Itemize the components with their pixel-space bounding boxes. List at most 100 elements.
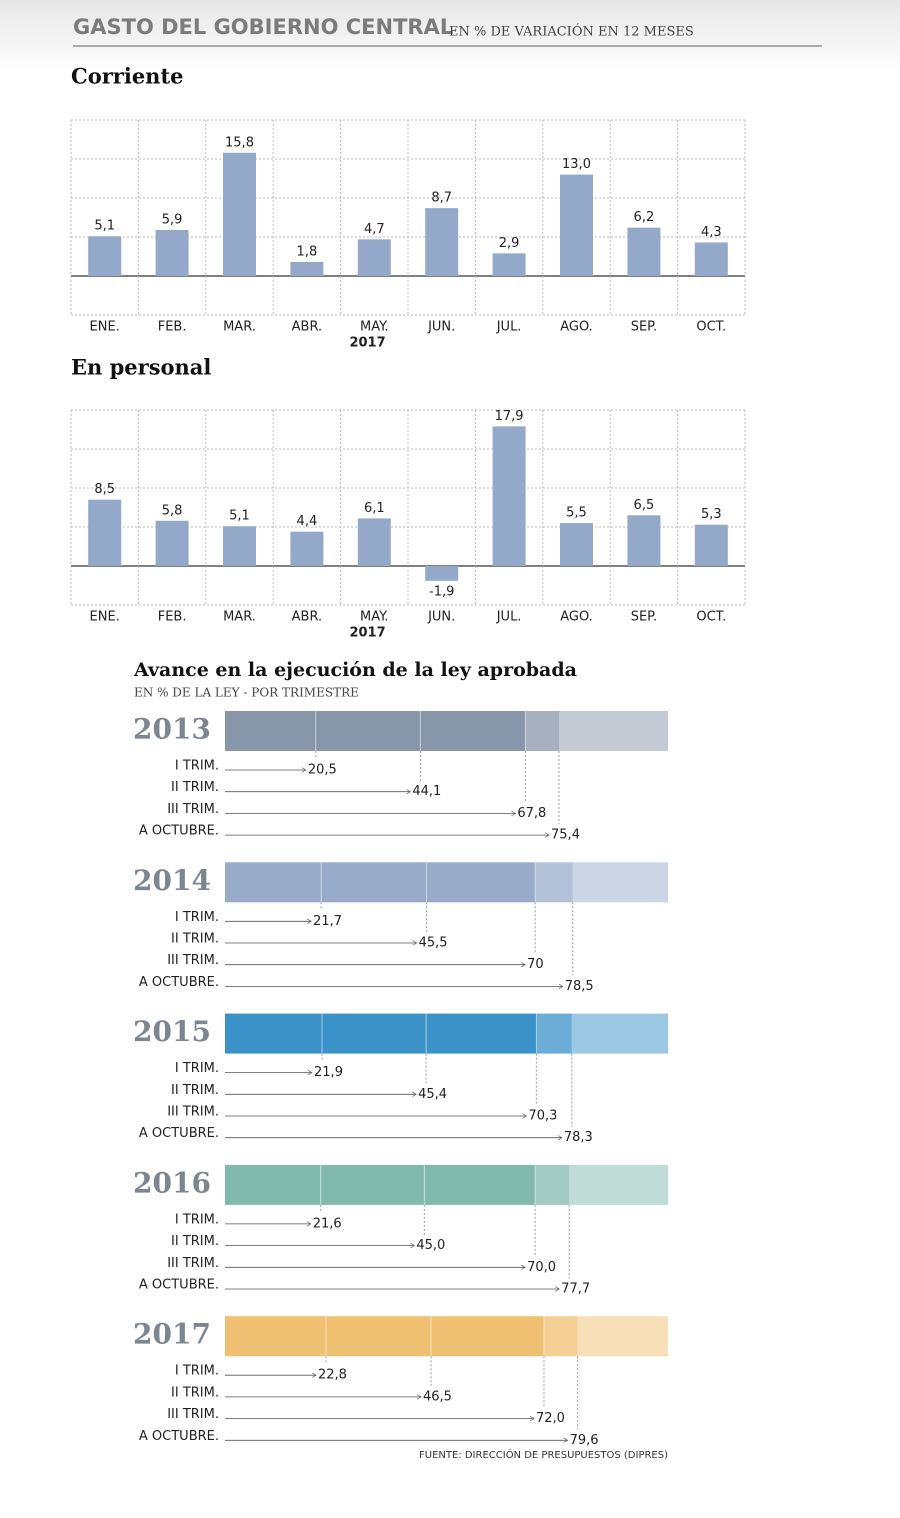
x-tick-label: SEP. xyxy=(631,320,657,335)
value-label: 2,9 xyxy=(499,236,520,251)
bar-remainder xyxy=(559,711,668,751)
bar-segment xyxy=(536,1013,572,1054)
value-label: 17,9 xyxy=(495,409,524,424)
value-label: 4,7 xyxy=(364,222,385,237)
x-axis-label: 2017 xyxy=(349,336,385,351)
value-label: 78,5 xyxy=(565,979,594,994)
value-label: 70,0 xyxy=(527,1260,556,1275)
row-label: I TRIM. xyxy=(175,1061,219,1076)
bar-remainder xyxy=(577,1316,668,1357)
row-label: A OCTUBRE. xyxy=(139,824,219,839)
x-tick-label: JUL. xyxy=(496,320,522,335)
bar xyxy=(694,524,728,566)
row-label: III TRIM. xyxy=(167,802,219,817)
value-label: 15,8 xyxy=(225,135,254,150)
bar-segment xyxy=(225,1316,327,1357)
x-tick-label: ENE. xyxy=(90,610,120,625)
x-tick-label: AGO. xyxy=(560,610,593,625)
bar-segment xyxy=(535,862,573,903)
chart-title: En personal xyxy=(71,355,211,380)
value-label: 1,8 xyxy=(297,244,318,259)
bar-segment xyxy=(426,1013,537,1054)
bar-remainder xyxy=(569,1164,668,1205)
value-label: 4,4 xyxy=(297,514,318,529)
value-label: 45,5 xyxy=(419,936,448,951)
x-axis-label: 2017 xyxy=(349,626,385,641)
value-label: 44,1 xyxy=(412,784,441,799)
bar-segment xyxy=(315,711,421,751)
bar xyxy=(560,523,593,566)
value-label: -1,9 xyxy=(429,584,454,599)
value-label: 46,5 xyxy=(423,1389,452,1404)
bar-segment xyxy=(535,1164,570,1205)
bar xyxy=(88,236,122,276)
row-label: I TRIM. xyxy=(175,759,219,774)
row-label: A OCTUBRE. xyxy=(139,975,219,990)
row-label: III TRIM. xyxy=(167,1407,219,1422)
bar-segment xyxy=(225,1013,323,1054)
value-label: 8,7 xyxy=(431,191,452,206)
x-tick-label: AGO. xyxy=(560,320,593,335)
value-label: 77,7 xyxy=(561,1282,590,1297)
x-tick-label: MAY. xyxy=(360,320,389,335)
row-label: II TRIM. xyxy=(171,1083,219,1098)
value-label: 5,9 xyxy=(162,212,183,227)
value-label: 72,0 xyxy=(536,1411,565,1426)
bar-remainder xyxy=(571,1013,668,1054)
year-label: 2016 xyxy=(133,1166,211,1199)
bar-segment xyxy=(322,1013,427,1054)
bar-segment xyxy=(225,862,322,903)
x-tick-label: OCT. xyxy=(696,320,726,335)
value-label: 5,1 xyxy=(94,219,115,234)
bar xyxy=(88,499,122,566)
bar xyxy=(223,526,256,566)
x-tick-label: FEB. xyxy=(158,610,187,625)
bar-segment xyxy=(326,1316,431,1357)
value-label: 6,2 xyxy=(634,210,655,225)
value-label: 78,3 xyxy=(564,1130,593,1145)
value-label: 13,0 xyxy=(562,157,591,172)
row-label: II TRIM. xyxy=(171,932,219,947)
x-tick-label: MAR. xyxy=(223,610,256,625)
value-label: 8,5 xyxy=(94,482,115,497)
bar xyxy=(290,261,324,276)
bar-segment xyxy=(430,1316,544,1357)
bar xyxy=(155,520,189,566)
x-tick-label: OCT. xyxy=(696,610,726,625)
bar xyxy=(290,531,324,566)
bar xyxy=(627,515,661,566)
value-label: 21,7 xyxy=(313,914,342,929)
bar-segment xyxy=(320,1164,425,1205)
row-label: III TRIM. xyxy=(167,1105,219,1120)
bar-segment xyxy=(225,711,316,751)
bar xyxy=(694,242,728,276)
chart-title: Corriente xyxy=(71,64,184,89)
value-label: 4,3 xyxy=(701,225,722,240)
x-tick-label: ABR. xyxy=(292,320,323,335)
value-label: 45,4 xyxy=(418,1087,447,1102)
bar xyxy=(425,208,459,276)
chart-subtitle: EN % DE LA LEY - POR TRIMESTRE xyxy=(134,686,359,700)
bar-remainder xyxy=(572,862,668,903)
value-label: 21,6 xyxy=(313,1216,342,1231)
x-tick-label: ABR. xyxy=(292,610,323,625)
x-tick-label: ENE. xyxy=(90,320,120,335)
value-label: 6,1 xyxy=(364,501,385,516)
chart-title: Avance en la ejecución de la ley aprobad… xyxy=(133,659,577,681)
value-label: 6,5 xyxy=(634,498,655,513)
value-label: 79,6 xyxy=(570,1433,599,1448)
row-label: II TRIM. xyxy=(171,1234,219,1249)
value-label: 75,4 xyxy=(551,828,580,843)
value-label: 21,9 xyxy=(314,1065,343,1080)
value-label: 5,3 xyxy=(701,507,722,522)
x-tick-label: JUL. xyxy=(496,610,522,625)
header-subtitle: EN % DE VARIACIÓN EN 12 MESES xyxy=(449,23,694,40)
row-label: III TRIM. xyxy=(167,953,219,968)
bar xyxy=(223,152,256,276)
bar-segment xyxy=(543,1316,578,1357)
bar-segment xyxy=(321,862,427,903)
value-label: 45,0 xyxy=(416,1238,445,1253)
x-tick-label: JUN. xyxy=(427,610,455,625)
